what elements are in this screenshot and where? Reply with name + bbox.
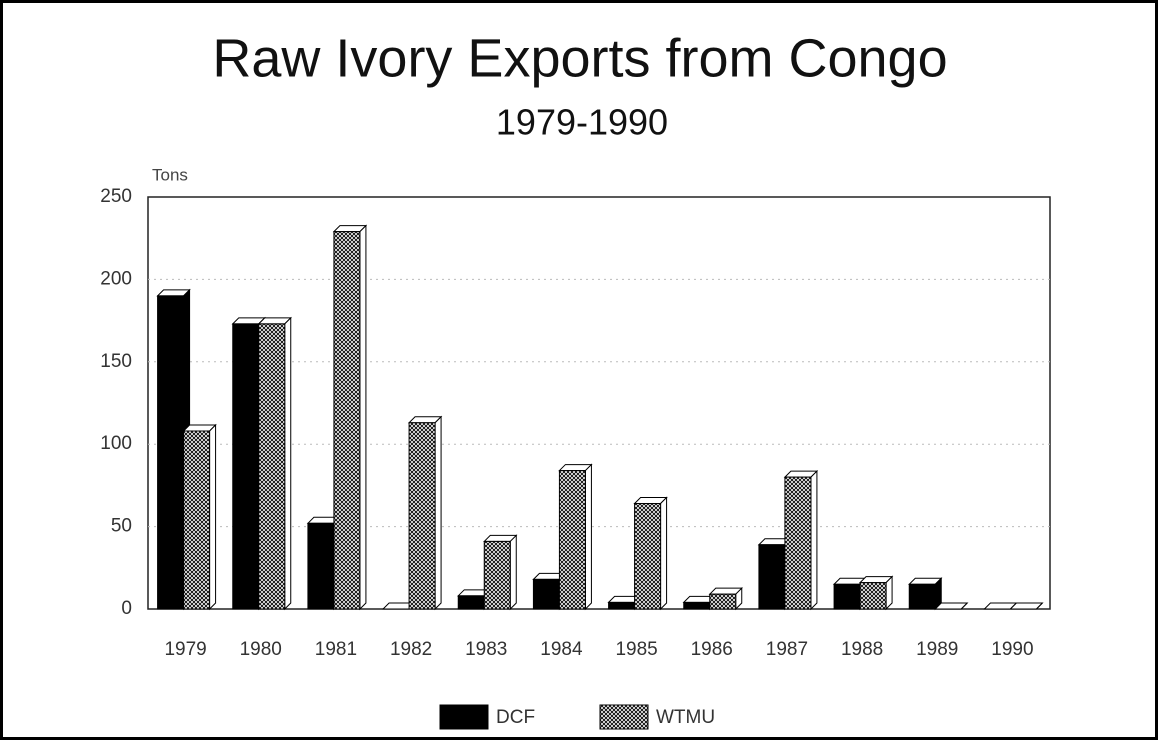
legend-label: DCF — [496, 707, 535, 728]
bar — [407, 415, 443, 611]
bar — [483, 534, 518, 611]
y-tick-label: 200 — [100, 268, 132, 289]
x-tick-label: 1981 — [315, 639, 357, 660]
bar — [682, 595, 717, 611]
bar — [1009, 602, 1044, 610]
x-tick-label: 1984 — [540, 639, 583, 660]
legend-swatch — [599, 704, 649, 730]
x-tick-label: 1988 — [841, 639, 883, 660]
chart-subtitle: 1979-1990 — [496, 102, 668, 143]
bar — [257, 316, 292, 611]
bar — [708, 586, 743, 611]
bar — [558, 463, 593, 611]
x-tick-label: 1982 — [390, 639, 432, 660]
bar — [934, 602, 969, 610]
chart-title: Raw Ivory Exports from Congo — [212, 28, 947, 88]
legend-swatch — [439, 704, 489, 730]
bar — [908, 577, 943, 611]
bar — [306, 516, 342, 611]
y-tick-label: 100 — [100, 433, 132, 454]
bar — [858, 575, 894, 611]
plot-frame — [147, 196, 1051, 610]
x-tick-label: 1985 — [615, 639, 657, 660]
y-tick-label: 0 — [121, 598, 132, 619]
y-axis-label: Tons — [152, 165, 188, 184]
bar — [182, 423, 217, 611]
x-tick-label: 1990 — [991, 639, 1033, 660]
y-tick-label: 50 — [111, 516, 132, 537]
bar — [633, 496, 668, 611]
bar — [156, 288, 191, 611]
bar — [332, 224, 368, 611]
x-tick-label: 1989 — [916, 639, 958, 660]
y-tick-label: 150 — [100, 351, 132, 372]
x-tick-label: 1986 — [691, 639, 733, 660]
x-tick-label: 1979 — [164, 639, 206, 660]
y-tick-label: 250 — [100, 186, 132, 207]
x-tick-label: 1987 — [766, 639, 808, 660]
x-tick-label: 1980 — [240, 639, 282, 660]
x-tick-label: 1983 — [465, 639, 507, 660]
bar — [783, 469, 819, 611]
legend-label: WTMU — [656, 707, 715, 728]
